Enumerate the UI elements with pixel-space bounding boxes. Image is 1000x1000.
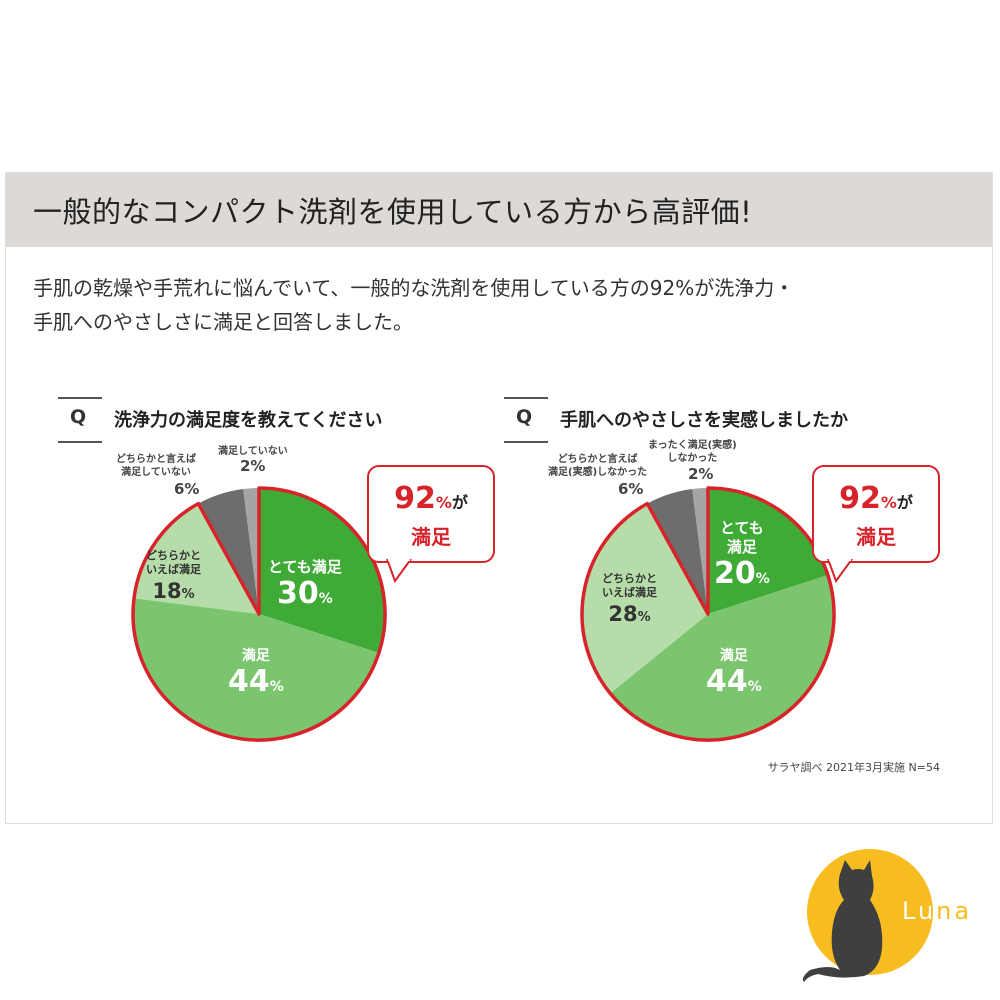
rule-bottom — [58, 441, 102, 443]
slice-rather-satisfied — [582, 503, 708, 694]
banner: 一般的なコンパクト洗剤を使用している方から高評価! — [6, 173, 992, 247]
pie-chart-cleaning — [131, 486, 387, 742]
label-rather-not: どちらかと言えば 満足(実感)しなかった — [548, 454, 648, 478]
satisfied-outline — [131, 486, 387, 742]
slice-not-satisfied — [243, 488, 259, 614]
rule-bottom — [504, 441, 548, 443]
satisfied-outline — [580, 486, 836, 742]
label-rather-not: どちらかと言えば 満足していない — [116, 454, 196, 478]
slice-label-very-satisfied: とても満足 30% — [268, 558, 342, 611]
pct-rather-not: 6% — [618, 480, 644, 498]
slice-rather-not — [198, 489, 259, 614]
q-letter: Q — [516, 406, 533, 428]
question-text: 手肌へのやさしさを実感しましたか — [560, 410, 848, 431]
slice-label-satisfied: 満足 44% — [706, 648, 762, 699]
callout-tail-1 — [386, 559, 412, 584]
slice-rather-not — [647, 489, 708, 614]
pct-not-satisfied: 2% — [688, 465, 714, 483]
slice-label-rather-satisfied: どちらかと いえば満足 28% — [602, 572, 657, 626]
rule-top — [504, 397, 548, 399]
description-line-1: 手肌の乾燥や手荒れに悩んでいて、一般的な洗剤を使用している方の92%が洗浄力・ — [33, 276, 795, 300]
slice-not-satisfied — [692, 488, 708, 614]
slice-label-satisfied: 満足 44% — [228, 648, 284, 699]
slice-label-very-satisfied: とても 満足 20% — [714, 519, 770, 591]
slice-very-satisfied — [708, 488, 828, 614]
survey-card: 一般的なコンパクト洗剤を使用している方から高評価! 手肌の乾燥や手荒れに悩んでい… — [5, 172, 993, 824]
description: 手肌の乾燥や手荒れに悩んでいて、一般的な洗剤を使用している方の92%が洗浄力・ … — [33, 271, 794, 339]
description-line-2: 手肌へのやさしさに満足と回答しました。 — [33, 310, 413, 334]
source-note: サラヤ調べ 2021年3月実施 N=54 — [767, 761, 940, 774]
label-not-satisfied: まったく満足(実感) しなかった — [648, 440, 737, 464]
banner-title: 一般的なコンパクト洗剤を使用している方から高評価! — [33, 195, 753, 229]
slice-satisfied — [610, 575, 834, 740]
pct-not-satisfied: 2% — [240, 457, 266, 475]
pct-rather-not: 6% — [174, 480, 200, 498]
rule-top — [58, 397, 102, 399]
slice-label-rather-satisfied: どちらかと いえば満足 18% — [146, 549, 201, 603]
luna-logo — [802, 849, 933, 982]
label-not-satisfied: 満足していない — [218, 446, 288, 457]
logo-text: Luna — [902, 897, 973, 925]
slice-satisfied — [133, 598, 379, 740]
callout-tail-2 — [827, 559, 853, 584]
pie-chart-gentleness — [580, 486, 836, 742]
q-letter: Q — [70, 406, 87, 428]
callout-bubble-2: 92%が 満足 — [812, 465, 940, 563]
cat-silhouette-icon — [802, 860, 883, 982]
question-text: 洗浄力の満足度を教えてください — [114, 410, 383, 431]
slice-very-satisfied — [259, 488, 385, 653]
callout-bubble-1: 92%が 満足 — [367, 465, 495, 563]
